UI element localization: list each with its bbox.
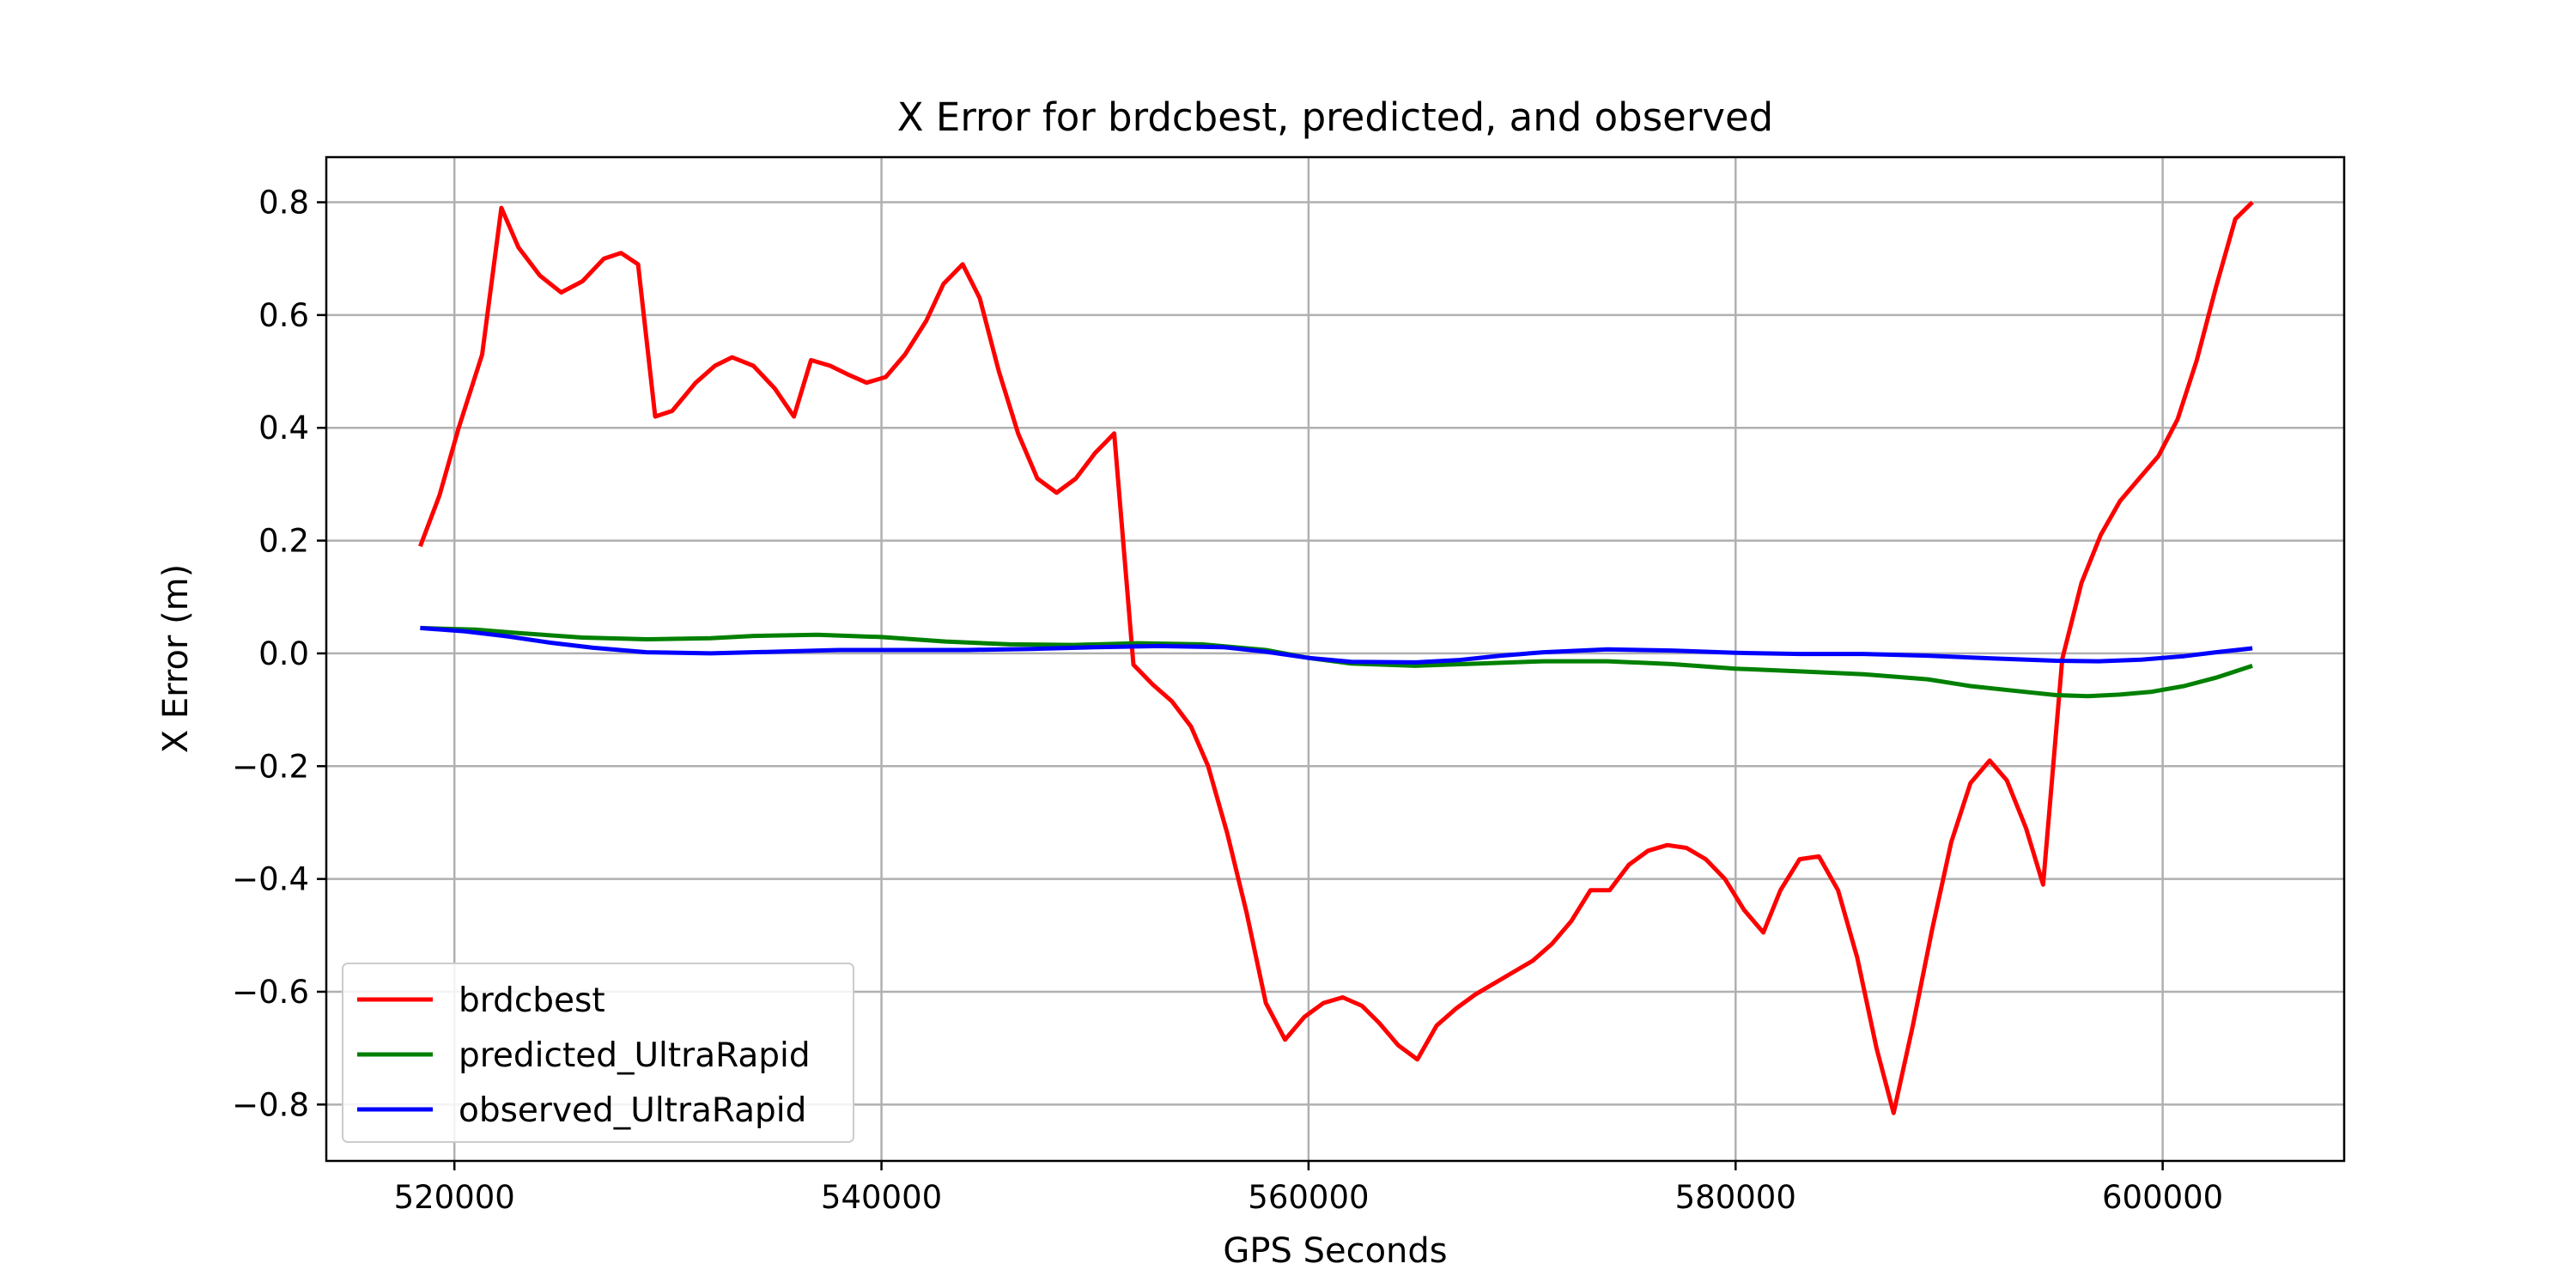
x-tick-label: 600000 [2102, 1179, 2223, 1216]
x-tick-label: 520000 [394, 1179, 515, 1216]
x-tick-label: 540000 [821, 1179, 942, 1216]
y-tick-label: −0.2 [232, 748, 309, 785]
series-line-predicted_UltraRapid [420, 625, 2253, 699]
plot-area-frame [325, 155, 2346, 1163]
y-tick-label: 0.4 [258, 410, 309, 447]
series-line-brdcbest [418, 200, 2254, 1115]
axis-ticks: 520000 540000 560000 580000 600000 −0.8 −0.6 −0… [232, 185, 2223, 1216]
chart-title: X Error for brdcbest, predicted, and obs… [897, 94, 1773, 140]
x-tick-label: 580000 [1675, 1179, 1796, 1216]
legend-label: brdcbest [459, 981, 605, 1020]
y-tick-label: 0.8 [258, 185, 309, 222]
y-tick-label: 0.2 [258, 523, 309, 560]
series-lines [418, 200, 2254, 1115]
legend: brdcbest predicted_UltraRapid observed_Ult… [342, 963, 854, 1143]
legend-frame [342, 963, 854, 1143]
x-axis-label: GPS Seconds [1223, 1231, 1447, 1271]
y-tick-label: 0.0 [258, 635, 309, 672]
grid-lines [326, 157, 2344, 1161]
y-tick-label: −0.4 [232, 861, 309, 898]
y-tick-label: −0.6 [232, 974, 309, 1011]
y-axis-label: X Error (m) [156, 564, 196, 754]
legend-label: observed_UltraRapid [459, 1091, 806, 1130]
x-tick-label: 560000 [1248, 1179, 1369, 1216]
y-tick-label: 0.6 [258, 297, 309, 334]
legend-label: predicted_UltraRapid [459, 1036, 811, 1075]
series-line-observed_UltraRapid [420, 625, 2253, 665]
y-tick-label: −0.8 [232, 1086, 309, 1123]
